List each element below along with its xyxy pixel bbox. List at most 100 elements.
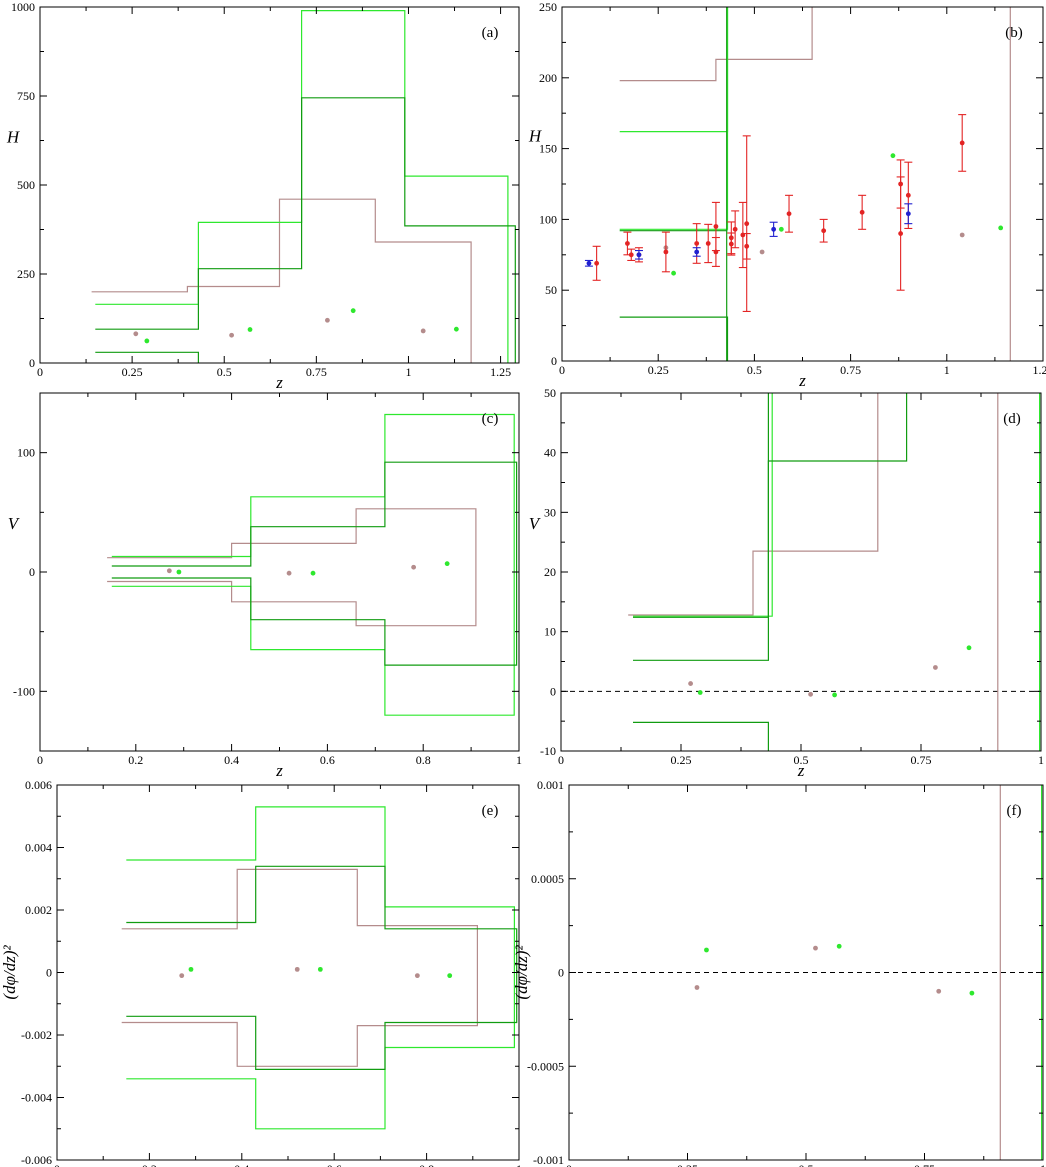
- error-bar-marker: [786, 211, 792, 217]
- data-point-light_green: [453, 326, 459, 332]
- y-tick-label: -0.002: [21, 1028, 52, 1042]
- data-point-light_green: [832, 692, 837, 698]
- y-tick-label: 250: [539, 0, 557, 14]
- data-point-light_green: [969, 990, 975, 996]
- plot-area-b: [584, 7, 1011, 361]
- error-bar-point-red: [742, 233, 751, 260]
- error-bar-point-blue: [692, 247, 701, 257]
- error-bar-marker: [728, 241, 734, 247]
- x-axis-label: z: [798, 371, 806, 390]
- y-tick-label: -0.006: [21, 1153, 52, 1167]
- series-line-light_green: [126, 806, 516, 1130]
- y-tick-label: 1000: [11, 0, 35, 14]
- error-bar-marker: [694, 241, 700, 246]
- x-tick-label: 0.5: [217, 365, 232, 379]
- plot-area-e: [121, 806, 518, 1130]
- y-tick-label: 750: [17, 89, 35, 103]
- x-tick-label: 0: [37, 753, 43, 767]
- data-point-light_green: [447, 973, 453, 979]
- series-line-light_green: [619, 7, 729, 133]
- series-line-dark_green: [95, 97, 516, 363]
- y-tick-label: 20: [544, 565, 556, 579]
- data-point-light_green: [144, 338, 150, 344]
- chart-panel-c: 0 0.2 0.4 0.6 0.8 1 100 0 -100 z V (c): [8, 392, 522, 780]
- y-tick-label: 0: [551, 354, 557, 368]
- data-point-light_green: [671, 270, 676, 276]
- x-tick-label: 1.25: [490, 365, 511, 379]
- y-tick-label: -10: [540, 744, 556, 758]
- data-point-light_green: [247, 327, 253, 332]
- x-tick-label: 0.2: [128, 753, 143, 767]
- x-tick-label: 0.75: [306, 365, 327, 379]
- series-line-mauve: [121, 868, 478, 1067]
- error-bar-marker: [898, 231, 904, 236]
- error-bar-marker: [959, 140, 965, 146]
- chart-panel-a: 0 0.25 0.5 0.75 1 1.25 0 250 500 750 1000 z H (a): [6, 0, 520, 392]
- x-tick-label: 0: [558, 753, 564, 767]
- y-tick-label: 500: [17, 178, 35, 192]
- x-tick-label: 0.2: [142, 1162, 157, 1167]
- y-tick-label: 0: [29, 565, 35, 579]
- y-axis-label: (dφ/dz)²: [512, 945, 531, 1000]
- y-tick-label: 0.002: [25, 903, 52, 917]
- data-point-light_green: [966, 645, 972, 651]
- y-tick-label: 50: [544, 386, 556, 400]
- data-point-mauve: [959, 232, 965, 238]
- x-tick-label: 0.8: [416, 753, 431, 767]
- x-tick-label: 0.4: [224, 753, 239, 767]
- y-tick-label: 10: [544, 625, 556, 639]
- error-bar-point-red: [785, 194, 794, 233]
- x-tick-label: 0.5: [794, 753, 809, 767]
- data-point-light_green: [310, 570, 316, 576]
- data-point-light_green: [697, 690, 703, 695]
- error-bar-point-red: [896, 176, 905, 291]
- error-bar-point-red: [711, 236, 720, 267]
- error-bar-marker: [636, 252, 642, 258]
- y-axis-label: H: [6, 127, 21, 146]
- data-point-light_green: [317, 966, 323, 972]
- error-bar-marker: [694, 249, 700, 255]
- error-bar-marker: [586, 260, 592, 266]
- panel-label: (d): [1003, 411, 1021, 427]
- data-point-mauve: [166, 568, 172, 574]
- data-point-mauve: [294, 966, 300, 972]
- y-tick-label: 0: [29, 356, 35, 370]
- series-line-dark_green: [126, 865, 518, 1071]
- x-tick-label: 1: [516, 1162, 522, 1167]
- data-point-mauve: [179, 973, 185, 979]
- y-tick-label: 0: [558, 966, 564, 980]
- y-tick-label: 100: [539, 212, 557, 226]
- y-tick-label: 30: [544, 505, 556, 519]
- data-point-mauve: [759, 249, 765, 255]
- panel-label: (a): [482, 25, 499, 41]
- x-tick-label: 0.75: [914, 1162, 935, 1167]
- y-tick-label: -100: [13, 684, 35, 698]
- error-bar-marker: [594, 260, 600, 266]
- series-line-light_green: [633, 393, 773, 617]
- plot-frame-d: [560, 392, 1042, 752]
- x-tick-label: 0.8: [419, 1162, 434, 1167]
- data-point-mauve: [325, 317, 330, 323]
- y-tick-label: -0.001: [533, 1153, 564, 1167]
- data-point-light_green: [836, 943, 842, 949]
- panel-label: (f): [1007, 803, 1022, 819]
- data-point-light_green: [704, 947, 709, 953]
- error-bar-point-red: [742, 135, 751, 312]
- error-bar-marker: [744, 221, 750, 227]
- y-tick-label: 100: [17, 446, 35, 460]
- y-tick-label: -0.0005: [527, 1059, 564, 1073]
- error-bar-marker: [705, 241, 711, 246]
- error-bar-marker: [625, 241, 630, 246]
- y-tick-label: 0.006: [25, 778, 52, 792]
- series-line-light_green: [619, 7, 729, 230]
- data-point-mauve: [414, 973, 420, 979]
- error-bar-point-red: [958, 114, 967, 172]
- x-tick-label: 0.25: [677, 1162, 698, 1167]
- series-line-mauve: [619, 7, 813, 82]
- x-tick-label: 0.75: [840, 363, 861, 377]
- data-point-mauve: [936, 988, 942, 994]
- data-point-mauve: [813, 945, 818, 951]
- data-point-light_green: [890, 153, 896, 159]
